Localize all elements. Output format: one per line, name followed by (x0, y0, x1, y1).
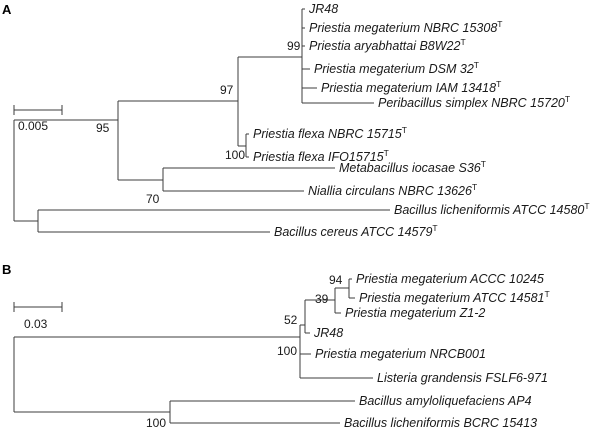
bootstrap-value: 100 (225, 148, 245, 162)
panel-b-bootstrap-values: 94 39 52 100 100 (146, 273, 343, 429)
type-strain-superscript: T (432, 223, 437, 233)
bootstrap-value: 94 (329, 273, 343, 287)
taxon-label: Priestia megaterium NRCB001 (315, 347, 486, 361)
panel-b-scale-bar: 0.03 (13, 302, 63, 331)
taxon-label: JR48 (313, 326, 343, 340)
taxon-label: Priestia megaterium ACCC 10245 (356, 272, 544, 286)
taxon-label: Priestia flexa IFO15715T (253, 148, 389, 164)
type-strain-superscript: T (460, 37, 465, 47)
taxon-label: Priestia megaterium DSM 32T (314, 60, 479, 76)
taxon-label: Bacillus cereus ATCC 14579T (274, 223, 438, 239)
bootstrap-value: 95 (96, 121, 110, 135)
bootstrap-value: 39 (315, 292, 329, 306)
type-strain-superscript: T (545, 289, 550, 299)
panel-b-label: B (2, 262, 11, 277)
bootstrap-value: 99 (287, 39, 301, 53)
taxon-label: JR48 (308, 2, 338, 16)
taxon-label: Bacillus amyloliquefaciens AP4 (359, 394, 532, 408)
panel-b-taxa: Priestia megaterium ACCC 10245 Priestia … (313, 272, 550, 429)
type-strain-superscript: T (497, 19, 502, 29)
bootstrap-value: 100 (146, 416, 166, 429)
taxon-label: Priestia megaterium IAM 13418T (321, 79, 501, 95)
panel-a-bootstrap-values: 99 97 95 100 70 (96, 39, 301, 206)
type-strain-superscript: T (474, 60, 479, 70)
type-strain-superscript: T (384, 148, 389, 158)
scale-bar-label: 0.03 (24, 317, 48, 331)
taxon-label: Metabacillus iocasae S36T (339, 159, 486, 175)
type-strain-superscript: T (402, 125, 407, 135)
taxon-label: Priestia flexa NBRC 15715T (253, 125, 407, 141)
bootstrap-value: 70 (146, 192, 160, 206)
panel-a-scale-bar: 0.005 (13, 105, 63, 133)
panel-a-branches (13, 8, 390, 233)
panel-b-branches (13, 278, 373, 424)
taxon-label: Bacillus licheniformis ATCC 14580T (394, 201, 590, 217)
type-strain-superscript: T (584, 201, 589, 211)
panel-a-label: A (2, 2, 12, 17)
scale-bar-label: 0.005 (18, 119, 48, 133)
panel-b: B 0.03 (2, 262, 550, 429)
panel-a: A 0.005 (2, 2, 590, 239)
taxon-label: Priestia megaterium ATCC 14581T (359, 289, 550, 305)
taxon-label: Priestia aryabhattai B8W22T (309, 37, 466, 53)
taxon-label: Priestia megaterium NBRC 15308T (309, 19, 502, 35)
bootstrap-value: 100 (277, 344, 297, 358)
taxon-label: Listeria grandensis FSLF6-971 (377, 371, 548, 385)
taxon-label: Peribacillus simplex NBRC 15720T (378, 94, 570, 110)
taxon-label: Priestia megaterium Z1-2 (345, 306, 485, 320)
taxon-label: Bacillus licheniformis BCRC 15413 (344, 416, 537, 429)
type-strain-superscript: T (472, 182, 477, 192)
panel-a-taxa: JR48 Priestia megaterium NBRC 15308T Pri… (253, 2, 590, 239)
bootstrap-value: 52 (284, 313, 298, 327)
taxon-label: Niallia circulans NBRC 13626T (308, 182, 477, 198)
type-strain-superscript: T (565, 94, 570, 104)
type-strain-superscript: T (496, 79, 501, 89)
type-strain-superscript: T (481, 159, 486, 169)
bootstrap-value: 97 (220, 83, 234, 97)
